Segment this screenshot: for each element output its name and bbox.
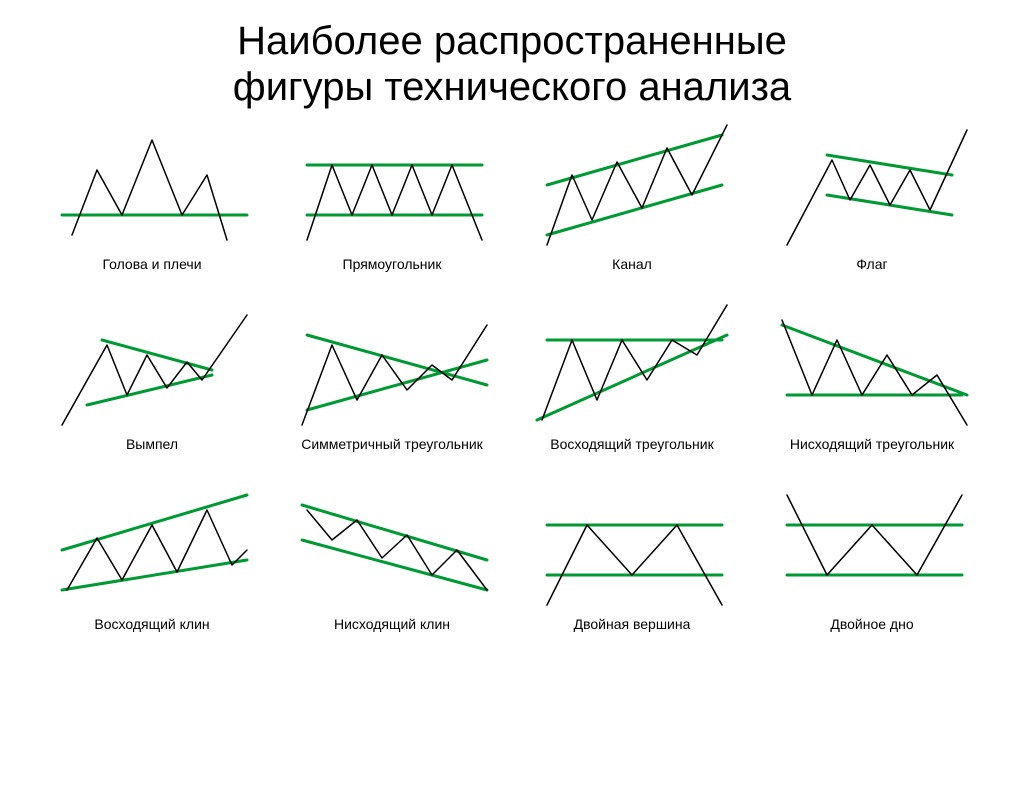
pattern-diagram-rectangle xyxy=(292,120,492,250)
pattern-diagram-double-bottom xyxy=(772,480,972,610)
pattern-label-falling-wedge: Нисходящий клин xyxy=(334,616,450,632)
pattern-label-asc-triangle: Восходящий треугольник xyxy=(550,436,714,452)
pattern-cell-pennant: Вымпел xyxy=(32,300,272,452)
pattern-diagram-falling-wedge xyxy=(292,480,492,610)
pattern-cell-head-shoulders: Голова и плечи xyxy=(32,120,272,272)
pattern-diagram-head-shoulders xyxy=(52,120,252,250)
pattern-label-desc-triangle: Нисходящий треугольник xyxy=(790,436,954,452)
pattern-cell-asc-triangle: Восходящий треугольник xyxy=(512,300,752,452)
pattern-label-sym-triangle: Симметричный треугольник xyxy=(301,436,483,452)
pattern-cell-channel: Канал xyxy=(512,120,752,272)
pattern-label-head-shoulders: Голова и плечи xyxy=(102,256,201,272)
pattern-label-flag: Флаг xyxy=(856,256,887,272)
pattern-cell-desc-triangle: Нисходящий треугольник xyxy=(752,300,992,452)
pattern-cell-double-top: Двойная вершина xyxy=(512,480,752,632)
pattern-cell-falling-wedge: Нисходящий клин xyxy=(272,480,512,632)
page-title: Наиболее распространенныефигуры техничес… xyxy=(0,18,1024,110)
pattern-diagram-double-top xyxy=(532,480,732,610)
pattern-label-rising-wedge: Восходящий клин xyxy=(94,616,209,632)
pattern-diagram-desc-triangle xyxy=(772,300,972,430)
patterns-grid: Голова и плечи Прямоугольник Канал Флаг Вымп… xyxy=(32,120,992,632)
pattern-label-rectangle: Прямоугольник xyxy=(343,256,442,272)
pattern-diagram-pennant xyxy=(52,300,252,430)
pattern-cell-rectangle: Прямоугольник xyxy=(272,120,512,272)
pattern-cell-double-bottom: Двойное дно xyxy=(752,480,992,632)
pattern-cell-rising-wedge: Восходящий клин xyxy=(32,480,272,632)
pattern-label-double-top: Двойная вершина xyxy=(574,616,691,632)
pattern-diagram-sym-triangle xyxy=(292,300,492,430)
pattern-diagram-asc-triangle xyxy=(532,300,732,430)
pattern-diagram-rising-wedge xyxy=(52,480,252,610)
pattern-label-double-bottom: Двойное дно xyxy=(830,616,913,632)
pattern-cell-flag: Флаг xyxy=(752,120,992,272)
pattern-cell-sym-triangle: Симметричный треугольник xyxy=(272,300,512,452)
pattern-diagram-flag xyxy=(772,120,972,250)
pattern-label-channel: Канал xyxy=(612,256,652,272)
pattern-label-pennant: Вымпел xyxy=(126,436,178,452)
pattern-diagram-channel xyxy=(532,120,732,250)
